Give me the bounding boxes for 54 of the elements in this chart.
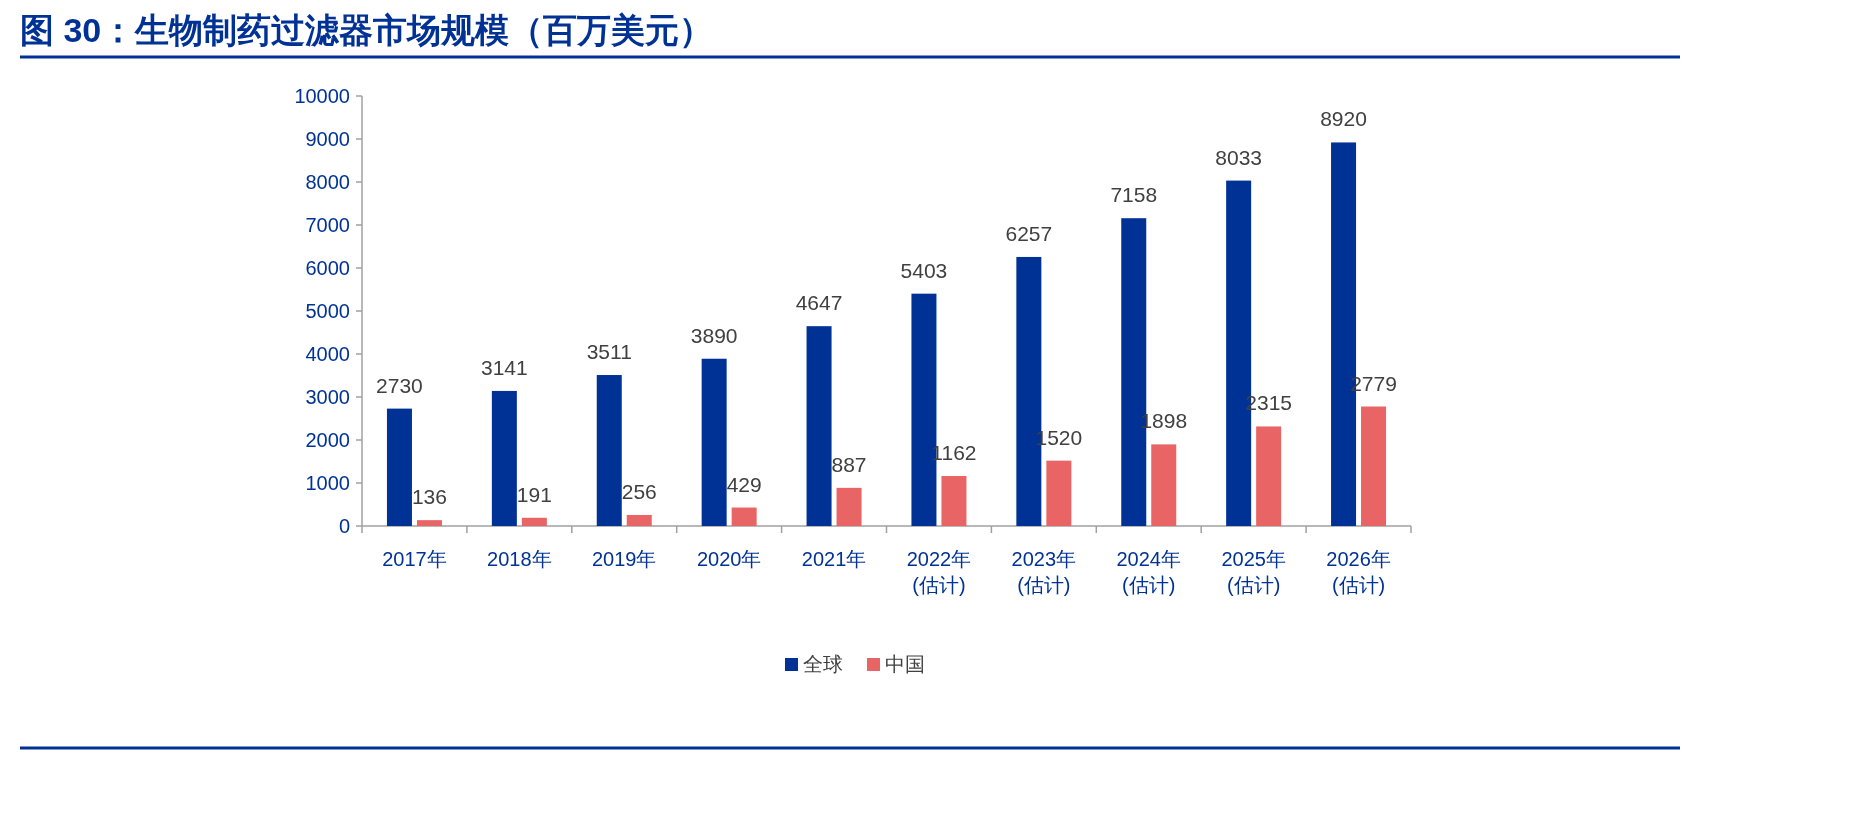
x-tick-label: 2022年 (估计) bbox=[906, 548, 972, 596]
data-label: 7158 bbox=[1110, 183, 1158, 207]
x-tick-label: 2025年 (估计) bbox=[1221, 548, 1286, 596]
y-tick-label: 1000 bbox=[305, 472, 350, 494]
bar bbox=[806, 326, 832, 526]
y-tick-label: 6000 bbox=[305, 257, 350, 279]
x-tick-label: 2018年 bbox=[487, 548, 552, 570]
y-tick-label: 9000 bbox=[305, 128, 350, 150]
bar bbox=[1046, 460, 1072, 526]
bar bbox=[386, 408, 412, 526]
bar bbox=[941, 476, 967, 526]
data-label: 5403 bbox=[900, 258, 948, 282]
data-label: 191 bbox=[516, 482, 552, 506]
bar bbox=[1361, 406, 1387, 526]
data-label: 3511 bbox=[586, 340, 632, 364]
x-tick-label: 2019年 bbox=[592, 548, 657, 570]
bar bbox=[701, 358, 727, 526]
bar bbox=[626, 514, 652, 526]
bar bbox=[416, 520, 442, 526]
bar bbox=[491, 390, 517, 526]
y-tick-label: 8000 bbox=[305, 171, 350, 193]
x-tick-label: 2026年 (估计) bbox=[1326, 548, 1391, 596]
x-tick-label: 2021年 bbox=[801, 548, 867, 570]
data-label: 887 bbox=[831, 452, 867, 476]
bar bbox=[1151, 444, 1177, 526]
data-label: 6257 bbox=[1005, 221, 1053, 245]
data-label: 2730 bbox=[376, 373, 423, 397]
data-label: 3890 bbox=[690, 323, 738, 347]
x-tick-label: 2023年 (估计) bbox=[1011, 548, 1077, 596]
data-label: 3141 bbox=[480, 355, 528, 379]
y-tick-label: 3000 bbox=[305, 386, 350, 408]
y-tick-label: 4000 bbox=[305, 343, 350, 365]
legend-label: 中国 bbox=[885, 653, 925, 675]
bar bbox=[1256, 426, 1282, 526]
x-tick-label: 2024年 (估计) bbox=[1116, 548, 1181, 596]
y-tick-label: 7000 bbox=[305, 214, 350, 236]
y-tick-label: 2000 bbox=[305, 429, 350, 451]
data-label: 4647 bbox=[795, 291, 843, 315]
data-label: 8033 bbox=[1215, 145, 1263, 169]
data-label: 8920 bbox=[1320, 107, 1367, 131]
bar bbox=[731, 507, 757, 526]
x-tick-label: 2020年 bbox=[696, 548, 762, 570]
legend-label: 全球 bbox=[803, 653, 843, 675]
data-label: 136 bbox=[411, 485, 447, 509]
bar bbox=[521, 517, 547, 526]
y-tick-label: 10000 bbox=[294, 85, 350, 107]
bar bbox=[596, 375, 622, 526]
chart-title: 图 30：生物制药过滤器市场规模（百万美元） bbox=[20, 11, 714, 49]
bar bbox=[836, 487, 862, 526]
y-tick-label: 0 bbox=[338, 515, 350, 537]
data-label: 429 bbox=[726, 472, 762, 496]
y-tick-label: 5000 bbox=[305, 300, 350, 322]
data-label: 256 bbox=[621, 479, 657, 503]
x-tick-label: 2017年 bbox=[382, 548, 447, 570]
